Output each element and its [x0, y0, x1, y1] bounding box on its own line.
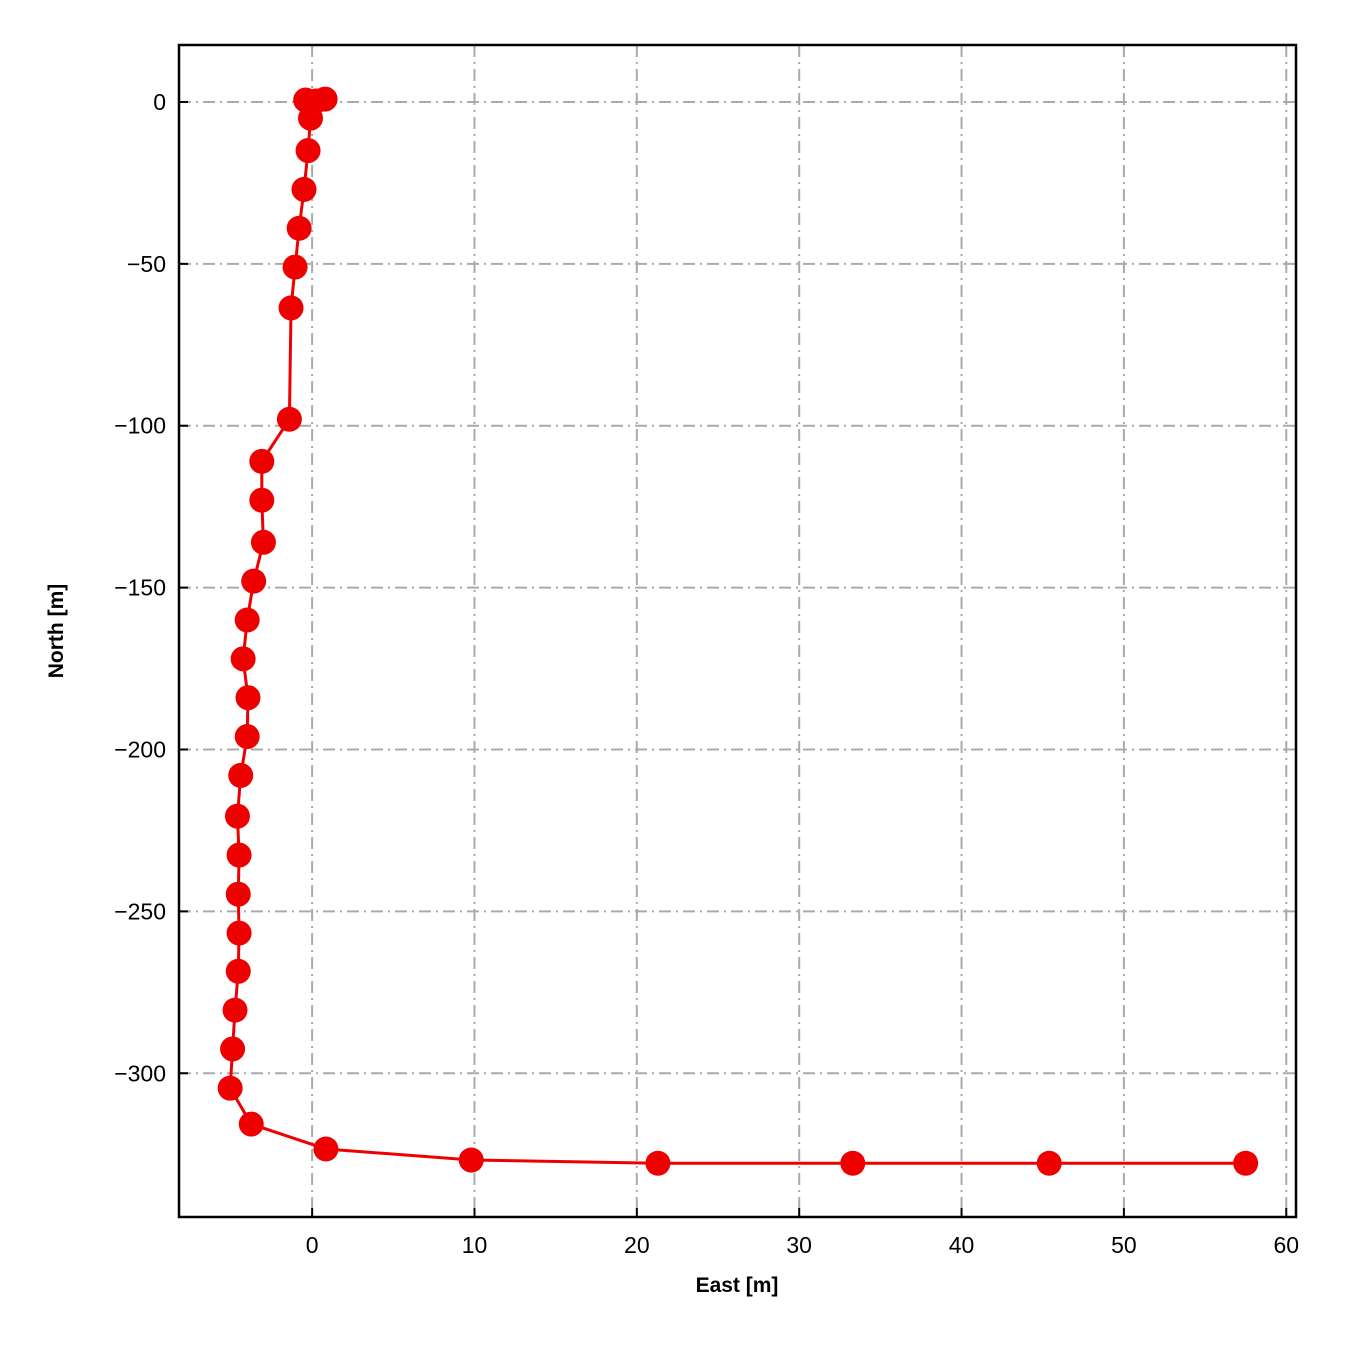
- plot-frame: [177, 43, 1298, 1219]
- point-marker: [1233, 1150, 1259, 1176]
- point-marker: [225, 958, 251, 984]
- x-tick-label: 30: [786, 1232, 812, 1258]
- point-marker: [276, 406, 302, 432]
- point-marker: [230, 646, 256, 672]
- point-marker: [1036, 1150, 1062, 1176]
- point-marker: [217, 1075, 243, 1101]
- point-marker: [222, 997, 248, 1023]
- point-marker: [241, 568, 267, 594]
- y-axis-label: North [m]: [45, 584, 68, 678]
- point-marker: [458, 1147, 484, 1173]
- y-tick-label: −100: [114, 413, 166, 439]
- x-tick-label: 20: [624, 1232, 650, 1258]
- point-marker: [234, 724, 260, 750]
- y-tick-label: −150: [114, 575, 166, 601]
- point-marker: [298, 105, 324, 131]
- x-tick-label: 60: [1273, 1232, 1299, 1258]
- point-marker: [250, 529, 276, 555]
- point-marker: [313, 1136, 339, 1162]
- point-marker: [295, 138, 321, 164]
- trajectory-line: [228, 97, 1246, 1165]
- point-marker: [235, 685, 261, 711]
- x-tick-label: 40: [949, 1232, 975, 1258]
- point-marker: [234, 607, 260, 633]
- x-tick-label: 50: [1111, 1232, 1137, 1258]
- point-marker: [249, 487, 275, 513]
- x-tick-label: 10: [462, 1232, 488, 1258]
- point-marker: [238, 1111, 264, 1137]
- y-tick-label: 0: [153, 89, 166, 115]
- point-marker: [220, 1036, 246, 1062]
- point-marker: [645, 1150, 671, 1176]
- point-marker: [249, 448, 275, 474]
- point-marker: [226, 842, 252, 868]
- x-tick-label: 0: [306, 1232, 319, 1258]
- point-marker: [225, 881, 251, 907]
- point-marker: [840, 1150, 866, 1176]
- point-marker: [282, 254, 308, 280]
- y-tick-label: −200: [114, 736, 166, 762]
- point-marker: [278, 295, 304, 321]
- point-marker: [228, 762, 254, 788]
- y-tick-label: −300: [114, 1060, 166, 1086]
- point-marker: [286, 215, 312, 241]
- y-tick-label: −250: [114, 898, 166, 924]
- point-marker: [291, 176, 317, 202]
- point-marker: [226, 920, 252, 946]
- x-axis-label: East [m]: [696, 1274, 779, 1297]
- point-marker: [224, 803, 250, 829]
- y-tick-label: −50: [127, 251, 166, 277]
